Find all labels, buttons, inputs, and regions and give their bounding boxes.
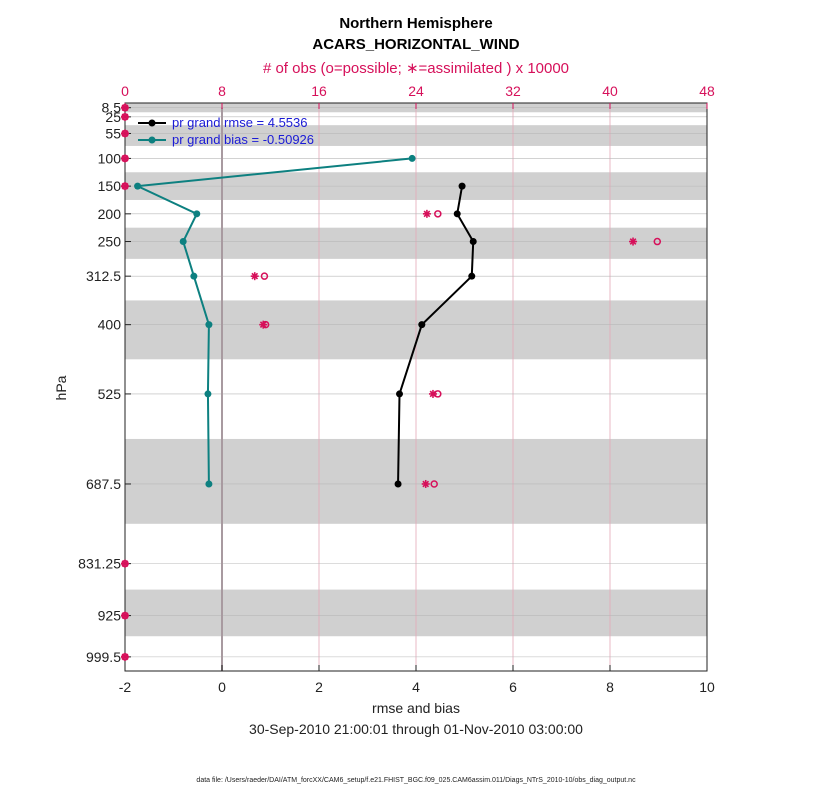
left-tick-label-13: 999.5: [86, 649, 121, 665]
top-tick-label-4: 32: [505, 83, 521, 99]
left-tick-label-4: 150: [98, 178, 122, 194]
bottom-tick-label-5: 8: [606, 679, 614, 695]
top-tick-label-6: 48: [699, 83, 715, 99]
obs-assimilated-stroke-8-3: [259, 321, 267, 329]
left-tick-label-7: 312.5: [86, 268, 121, 284]
bias-point-4: [190, 272, 198, 280]
bias-point-7: [205, 480, 213, 488]
obs-possible-marker-7: [260, 272, 269, 280]
chart-title-line-1: Northern Hemisphere: [339, 15, 492, 32]
top-tick-label-3: 24: [408, 83, 424, 99]
rmse-point-5: [396, 390, 404, 398]
data-file-footer: data file: /Users/raeder/DAI/ATM_forcXX/…: [196, 777, 636, 784]
left-tick-label-12: 925: [98, 608, 122, 624]
bottom-tick-label-1: 0: [218, 679, 226, 695]
bottom-tick-label-6: 10: [699, 679, 715, 695]
bottom-axis-ticks: -2 0 2 4 6 8 10: [119, 665, 715, 695]
obs-count-markers: [121, 103, 662, 661]
left-tick-label-1: 25: [105, 109, 121, 125]
obs-assimilated-marker-9: [428, 389, 437, 398]
legend-rmse-label: pr grand rmse = 4.5536: [172, 115, 308, 130]
left-tick-label-0: 8.5: [102, 100, 122, 116]
rmse-point-1: [453, 210, 461, 218]
obs-assimilated-stroke-7-3: [251, 272, 259, 280]
left-tick-label-5: 200: [98, 206, 122, 222]
left-tick-label-2: 55: [105, 125, 121, 141]
obs-assimilated-stroke-9-3: [429, 390, 437, 398]
top-tick-label-1: 8: [218, 83, 226, 99]
rmse-point-4: [418, 321, 426, 329]
obs-assimilated-marker-13: [121, 652, 129, 661]
obs-assimilated-stroke-2-3: [121, 130, 129, 137]
obs-assimilated-stroke-12-3: [121, 612, 129, 619]
bias-line: [133, 157, 413, 484]
obs-assimilated-stroke-4-3: [121, 182, 129, 190]
x-axis-label: rmse and bias: [372, 700, 460, 716]
left-tick-label-6: 250: [98, 234, 122, 250]
obs-assimilated-marker-6: [629, 237, 638, 246]
obs-possible-marker-5: [434, 210, 442, 218]
top-tick-label-5: 40: [602, 83, 618, 99]
chart-title-line-2: ACARS_HORIZONTAL_WIND: [312, 36, 519, 53]
series-lines: [133, 154, 477, 488]
bottom-tick-label-2: 2: [315, 679, 323, 695]
obs-assimilated-marker-0: [121, 103, 129, 112]
obs-assimilated-marker-11: [121, 559, 129, 568]
obs-assimilated-stroke-10-3: [422, 480, 430, 488]
obs-assimilated-stroke-6-3: [629, 238, 637, 245]
obs-assimilated-stroke-13-3: [121, 653, 129, 661]
left-tick-label-9: 525: [98, 386, 122, 402]
legend-bias-marker: [148, 136, 156, 144]
left-tick-label-8: 400: [98, 317, 122, 333]
obs-assimilated-marker-2: [121, 129, 129, 138]
bias-point-1: [134, 182, 142, 190]
bottom-tick-label-0: -2: [119, 679, 132, 695]
rmse-point-3: [468, 272, 476, 280]
date-range-label: 30-Sep-2010 21:00:01 through 01-Nov-2010…: [249, 721, 583, 737]
top-tick-label-0: 0: [121, 83, 129, 99]
bottom-tick-label-3: 4: [412, 679, 420, 695]
bias-point-6: [204, 390, 212, 398]
obs-assimilated-stroke-5-3: [423, 210, 431, 218]
rmse-point-2: [469, 238, 477, 246]
legend: pr grand rmse = 4.5536 pr grand bias = -…: [138, 115, 314, 147]
bottom-tick-label-4: 6: [509, 679, 517, 695]
bias-point-0: [408, 154, 416, 162]
bias-point-3: [179, 238, 187, 246]
obs-assimilated-marker-12: [121, 611, 129, 620]
obs-possible-marker-10: [430, 480, 438, 488]
obs-assimilated-stroke-11-3: [121, 560, 129, 567]
bias-point-5: [205, 321, 213, 329]
obs-possible-marker-6: [653, 237, 662, 246]
y-axis-label: hPa: [53, 375, 69, 400]
obs-assimilated-stroke-3-3: [121, 155, 129, 162]
left-tick-label-11: 831.25: [78, 556, 121, 572]
left-tick-label-10: 687.5: [86, 476, 121, 492]
obs-assimilated-marker-4: [121, 182, 129, 191]
top-axis-label: # of obs (o=possible; ∗=assimilated ) x …: [263, 60, 569, 77]
legend-bias-label: pr grand bias = -0.50926: [172, 132, 314, 147]
rmse-point-6: [394, 480, 402, 488]
obs-assimilated-marker-1: [121, 112, 129, 121]
obs-assimilated-marker-7: [250, 272, 259, 281]
obs-assimilated-marker-10: [421, 479, 430, 488]
obs-assimilated-marker-3: [121, 154, 129, 163]
obs-assimilated-marker-5: [422, 209, 431, 218]
top-tick-label-2: 16: [311, 83, 327, 99]
obs-assimilated-stroke-1-3: [121, 113, 129, 121]
bias-point-2: [193, 210, 201, 218]
rmse-point-0: [458, 182, 466, 190]
obs-assimilated-marker-8: [259, 320, 268, 329]
legend-rmse-marker: [148, 119, 156, 127]
left-tick-label-3: 100: [98, 150, 122, 166]
obs-assimilated-stroke-0-3: [121, 104, 129, 112]
